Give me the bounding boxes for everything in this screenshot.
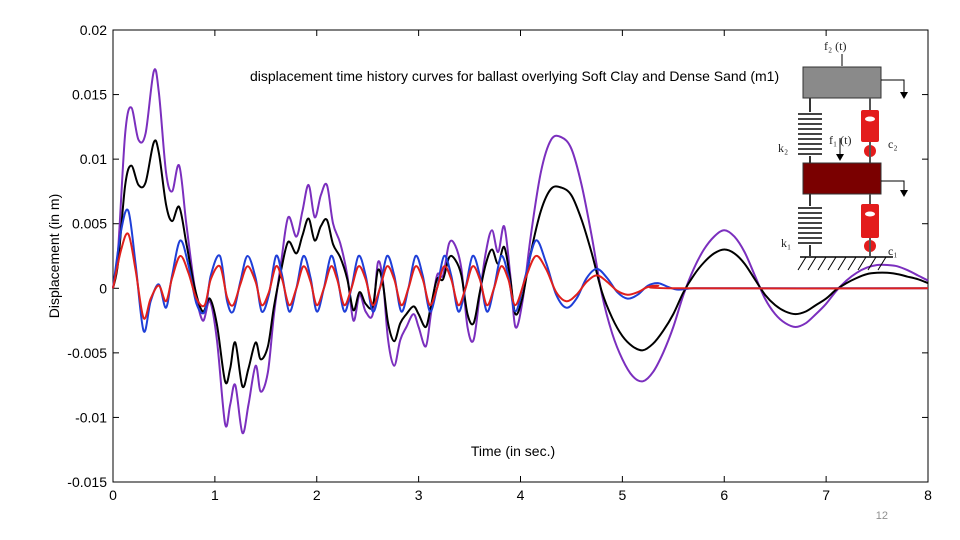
y-tick-label: -0.015 xyxy=(67,474,107,490)
k2-label: k₂ xyxy=(778,141,788,155)
x-tick-label: 1 xyxy=(211,487,219,503)
two-dof-model-diagram: f₂ (t) k₂ c₂ f₁ (t) k₁ xyxy=(778,39,908,271)
series-line-2 xyxy=(112,139,929,389)
series-lines xyxy=(112,68,929,435)
lower-mass xyxy=(802,162,882,195)
x-tick-label: 6 xyxy=(720,487,728,503)
upper-displacement-arrow xyxy=(881,79,905,97)
lower-arrow-head xyxy=(900,190,908,197)
chart-title: displacement time history curves for bal… xyxy=(250,68,779,84)
upper-arrow-head xyxy=(900,92,908,99)
y-tick-label: 0.02 xyxy=(80,22,107,38)
x-axis-label: Time (in sec.) xyxy=(471,443,555,459)
y-tick-label: 0.015 xyxy=(72,87,107,103)
x-tick-label: 5 xyxy=(618,487,626,503)
y-tick-label: 0 xyxy=(99,280,107,296)
y-tick-label: 0.01 xyxy=(80,151,107,167)
series-line-1 xyxy=(112,68,929,435)
x-tick-label: 4 xyxy=(517,487,525,503)
y-axis-label: Displacement (in m) xyxy=(46,194,62,318)
spring-k2 xyxy=(798,98,822,163)
upper-mass xyxy=(802,66,882,99)
c1-label: c₁ xyxy=(888,244,898,258)
f1-arrow-head xyxy=(836,154,844,161)
ground-support xyxy=(797,256,893,271)
f2-label: f₂ (t) xyxy=(824,39,847,53)
y-tick-label: -0.01 xyxy=(75,409,107,425)
damper-c1 xyxy=(861,194,879,256)
f1-label: f₁ (t) xyxy=(829,133,852,147)
x-ticks: 0 1 2 3 4 5 6 7 8 xyxy=(109,30,932,503)
series-line-4 xyxy=(112,232,929,320)
k1-label: k₁ xyxy=(781,236,791,250)
x-tick-label: 7 xyxy=(822,487,830,503)
x-tick-label: 0 xyxy=(109,487,117,503)
page-number: 12 xyxy=(875,510,888,522)
spring-k1 xyxy=(798,194,822,256)
y-ticks: -0.015 -0.01 -0.005 0 0.005 0.01 0.015 0.02 xyxy=(67,22,928,490)
x-tick-label: 8 xyxy=(924,487,932,503)
x-tick-label: 3 xyxy=(415,487,423,503)
c2-label: c₂ xyxy=(888,137,898,151)
damper-c2 xyxy=(861,98,879,163)
y-tick-label: -0.005 xyxy=(67,345,107,361)
y-tick-label: 0.005 xyxy=(72,216,107,232)
x-tick-label: 2 xyxy=(313,487,321,503)
